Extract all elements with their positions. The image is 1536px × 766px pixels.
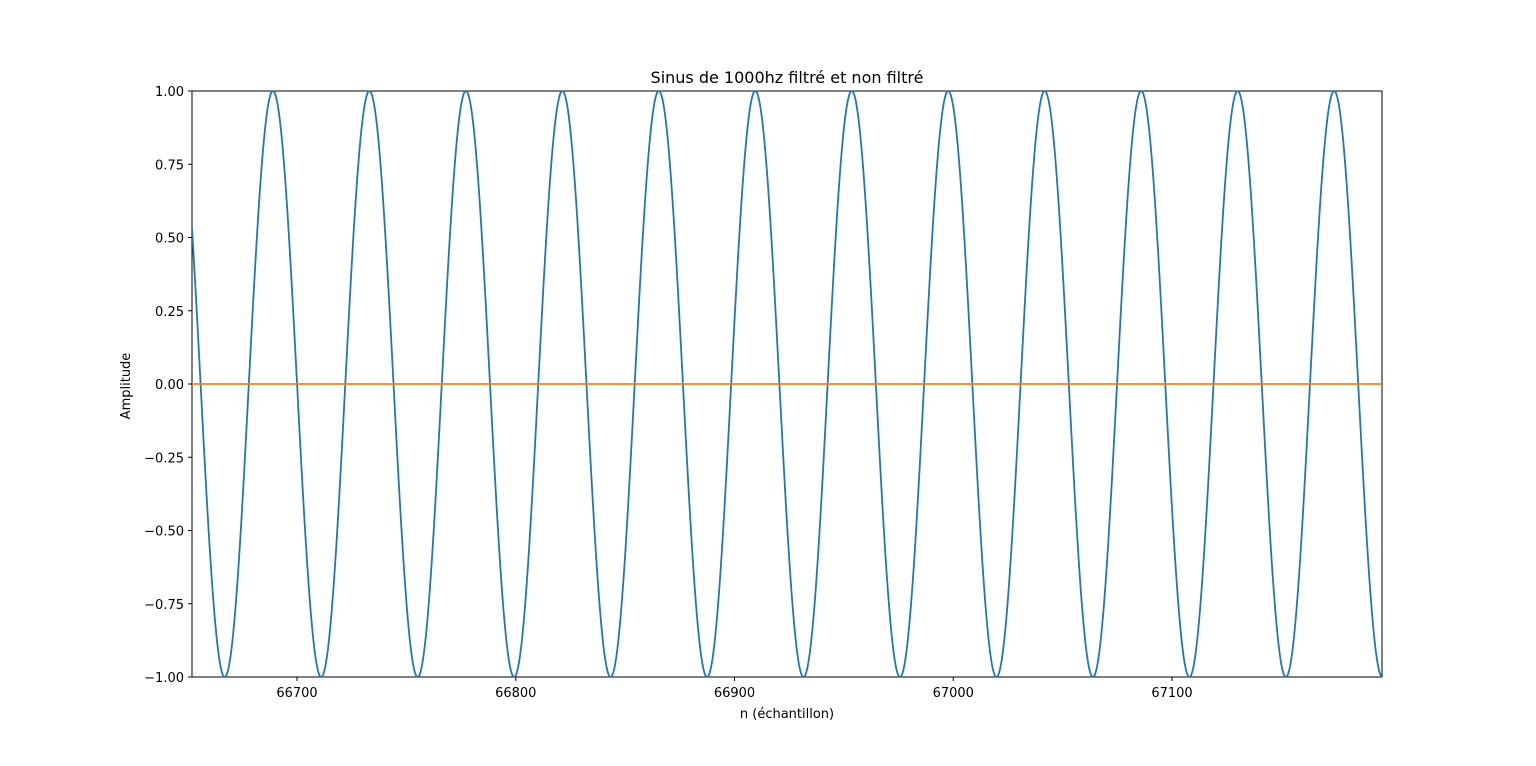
y-tick-label: −1.00 — [144, 671, 184, 686]
y-tick-label: −0.50 — [144, 525, 184, 540]
y-tick-label: 0.75 — [155, 158, 184, 173]
y-axis-ticks: −1.00 −0.75 −0.50 −0.25 0.00 0.25 0.50 0.75 1.00 — [144, 85, 192, 686]
x-axis-ticks: 66700 66800 66900 67000 67100 — [276, 677, 1193, 701]
x-tick-label: 66700 — [276, 686, 317, 701]
y-tick-label: 0.25 — [155, 305, 184, 320]
chart-title: Sinus de 1000hz filtré et non filtré — [651, 68, 924, 87]
y-tick-label: −0.75 — [144, 598, 184, 613]
x-tick-label: 67000 — [933, 686, 974, 701]
series-line-unfiltered — [192, 90, 1382, 678]
x-tick-label: 66900 — [714, 686, 755, 701]
y-tick-label: −0.25 — [144, 451, 184, 466]
series-layer — [192, 90, 1382, 678]
y-tick-label: 1.00 — [155, 85, 184, 100]
plot-area — [191, 90, 1383, 678]
x-tick-label: 66800 — [495, 686, 536, 701]
x-tick-label: 67100 — [1151, 686, 1192, 701]
y-tick-label: 0.50 — [155, 232, 184, 247]
x-axis-label: n (échantillon) — [740, 707, 834, 722]
y-tick-label: 0.00 — [155, 378, 184, 393]
y-axis-label: Amplitude — [119, 353, 134, 420]
